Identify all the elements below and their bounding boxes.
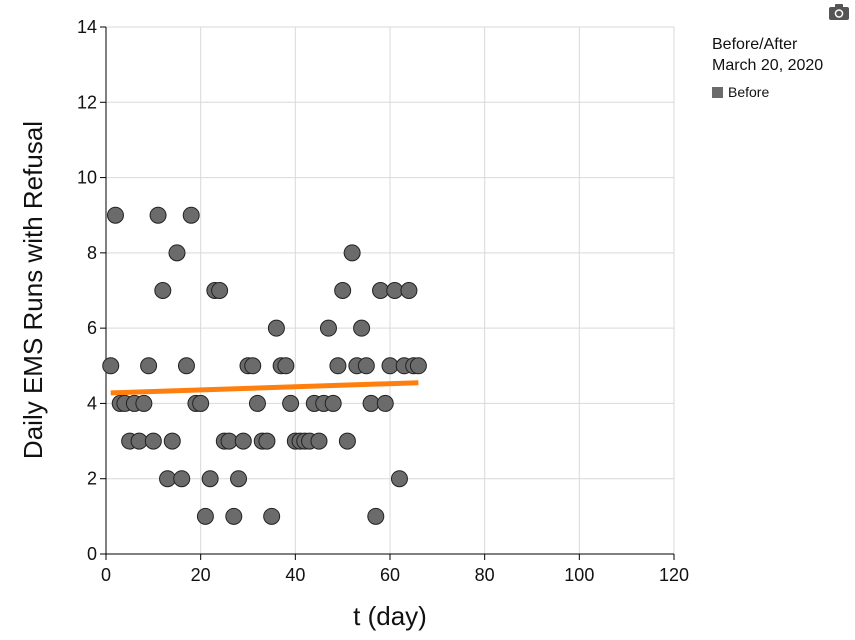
data-point[interactable] [192, 394, 210, 412]
y-axis-label: Daily EMS Runs with Refusal [18, 121, 48, 459]
data-point[interactable] [367, 507, 385, 525]
data-point[interactable] [230, 470, 248, 488]
data-point[interactable] [329, 357, 347, 375]
data-point[interactable] [258, 432, 276, 450]
x-tick-label: 100 [564, 565, 594, 585]
y-tick-label: 0 [87, 544, 97, 564]
data-point[interactable] [267, 319, 285, 337]
data-point[interactable] [248, 394, 266, 412]
x-tick-label: 0 [101, 565, 111, 585]
data-point[interactable] [234, 432, 252, 450]
legend-title-line2: March 20, 2020 [712, 57, 824, 74]
data-point[interactable] [106, 206, 124, 224]
data-point[interactable] [168, 244, 186, 262]
data-point[interactable] [353, 319, 371, 337]
data-point[interactable] [130, 432, 148, 450]
x-tick-label: 40 [285, 565, 305, 585]
data-point[interactable] [324, 394, 342, 412]
data-point[interactable] [149, 206, 167, 224]
data-point[interactable] [400, 282, 418, 299]
data-point[interactable] [343, 244, 361, 262]
x-tick-label: 20 [191, 565, 211, 585]
data-point[interactable] [140, 357, 158, 375]
data-point[interactable] [386, 282, 404, 299]
data-point[interactable] [390, 470, 408, 488]
legend: Before/After March 20, 2020 Before [712, 34, 823, 100]
data-point[interactable] [177, 357, 195, 375]
y-tick-label: 14 [77, 17, 97, 37]
data-point[interactable] [102, 357, 120, 375]
legend-item-before[interactable]: Before [712, 84, 823, 100]
data-point[interactable] [362, 394, 380, 412]
y-tick-label: 8 [87, 243, 97, 263]
data-point[interactable] [173, 470, 191, 488]
data-point[interactable] [338, 432, 356, 450]
legend-swatch [712, 86, 723, 98]
grid [106, 26, 675, 554]
data-point[interactable] [334, 282, 352, 299]
data-point[interactable] [144, 432, 162, 450]
legend-title-line1: Before/After [712, 36, 798, 53]
data-point[interactable] [244, 357, 262, 375]
y-tick-label: 12 [77, 92, 97, 112]
data-point[interactable] [372, 282, 390, 299]
data-point[interactable] [220, 432, 238, 450]
y-tick-label: 6 [87, 318, 97, 338]
x-tick-label: 60 [380, 565, 400, 585]
data-point[interactable] [201, 470, 219, 488]
marks [102, 206, 427, 525]
x-tick-label: 120 [659, 565, 689, 585]
data-point[interactable] [135, 394, 153, 412]
data-point[interactable] [409, 357, 427, 375]
data-point[interactable] [211, 282, 229, 299]
trend-line [110, 380, 419, 396]
camera-icon[interactable] [828, 3, 850, 21]
legend-item-label: Before [728, 84, 770, 100]
data-point[interactable] [357, 357, 375, 375]
data-point[interactable] [376, 394, 394, 412]
data-point[interactable] [282, 394, 300, 412]
y-tick-label: 10 [77, 168, 97, 188]
ticks: 0 20 40 60 80 100 120 0 2 4 6 8 10 12 14 [77, 17, 689, 585]
data-point[interactable] [196, 507, 214, 525]
data-point[interactable] [225, 507, 243, 525]
data-point[interactable] [159, 470, 177, 488]
y-tick-label: 4 [87, 393, 97, 413]
data-point[interactable] [263, 507, 281, 525]
data-point[interactable] [319, 319, 337, 337]
data-point[interactable] [310, 432, 328, 450]
data-point[interactable] [182, 206, 200, 224]
data-point[interactable] [154, 282, 172, 299]
x-tick-label: 80 [475, 565, 495, 585]
data-point[interactable] [277, 357, 295, 375]
y-tick-label: 2 [87, 469, 97, 489]
data-point[interactable] [163, 432, 181, 450]
x-axis-label: t (day) [353, 601, 427, 631]
data-point[interactable] [381, 357, 399, 375]
